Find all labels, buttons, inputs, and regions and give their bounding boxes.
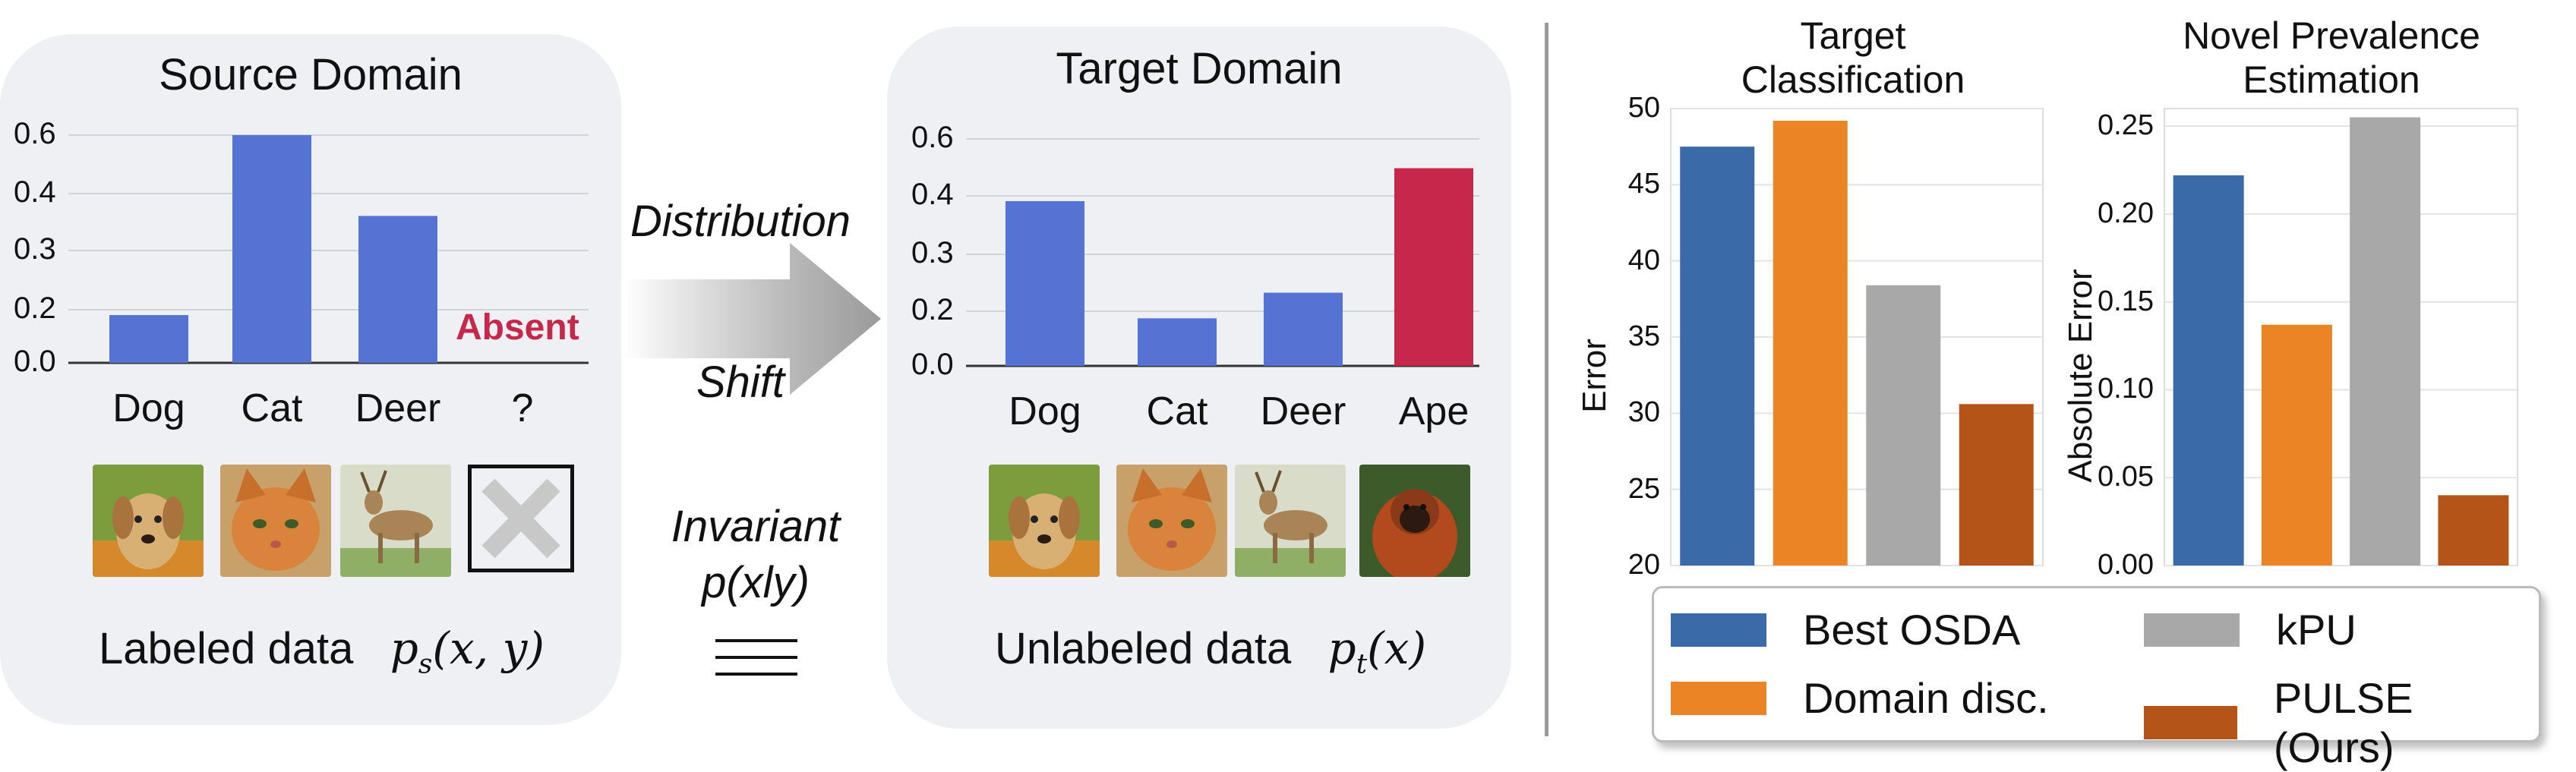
shift-arrow-icon <box>623 243 881 395</box>
bar-domain-disc- <box>2261 324 2332 566</box>
bar-deer <box>358 216 437 363</box>
dog-photo-icon <box>93 465 204 577</box>
y-tick-label: 0.20 <box>2098 197 2154 229</box>
source-domain-title: Source Domain <box>159 50 462 99</box>
y-tick-label: 0.6 <box>911 121 954 154</box>
category-label: ? <box>511 386 534 430</box>
legend-item-pulse: PULSE (Ours) <box>2144 673 2539 772</box>
y-tick-label: 50 <box>1627 92 1660 124</box>
legend-swatch <box>1671 613 1766 647</box>
chart1-title-line2: Classification <box>1741 58 1965 101</box>
y-tick-label: 0.4 <box>911 178 954 211</box>
invariant-label-line1: Invariant <box>671 502 841 551</box>
deer-photo-icon <box>1235 465 1346 577</box>
y-tick-label: 0.0 <box>14 345 56 378</box>
target-bar-chart <box>966 138 1479 367</box>
legend-item-kpu: kPU <box>2144 605 2357 654</box>
legend-label: Best OSDA <box>1803 606 2021 654</box>
dog-photo-icon <box>989 465 1100 577</box>
y-tick-label: 0.4 <box>14 175 56 209</box>
bar-cat <box>1138 318 1217 366</box>
y-tick-label: 35 <box>1627 320 1660 352</box>
absent-label: Absent <box>456 307 579 348</box>
legend-swatch <box>1671 681 1766 715</box>
y-tick-label: 0.0 <box>911 348 954 381</box>
absent-cross-icon <box>468 465 574 572</box>
chart1-title-line1: Target <box>1800 14 1906 57</box>
legend-label: Domain disc. <box>1803 674 2049 722</box>
y-tick-label: 0.05 <box>2098 461 2154 493</box>
y-tick-label: 0.6 <box>14 117 56 150</box>
y-tick-label: 0.3 <box>14 232 56 266</box>
bar-kpu <box>2350 117 2421 566</box>
category-label: Ape <box>1398 389 1470 433</box>
category-label: Dog <box>1009 389 1081 433</box>
source-math-p: p <box>390 622 418 674</box>
y-tick-label: 40 <box>1627 244 1660 276</box>
category-label: Dog <box>112 386 185 430</box>
bar-pulse-ours- <box>1959 404 2034 566</box>
source-bar-chart <box>68 134 589 364</box>
bar-dog <box>109 315 188 363</box>
y-tick-label: 0.00 <box>2098 549 2154 581</box>
target-domain-title: Target Domain <box>1056 44 1343 93</box>
legend-item-best-osda: Best OSDA <box>1671 605 2020 654</box>
chart2-title-line2: Estimation <box>2243 58 2420 101</box>
ape-photo-icon <box>1359 465 1470 577</box>
bar-kpu <box>1866 285 1941 566</box>
target-domain-panel: Target Domain <box>887 27 1511 729</box>
category-label: Deer <box>355 386 441 430</box>
shift-label-line1: Distribution <box>630 197 851 246</box>
bar-domain-disc- <box>1773 121 1848 566</box>
y-tick-label: 0.25 <box>2098 109 2154 142</box>
legend-label: kPU <box>2276 606 2357 654</box>
category-label: Cat <box>1146 389 1208 433</box>
y-tick-label: 0.2 <box>911 293 954 326</box>
chart-legend: Best OSDA kPU Domain disc. PULSE (Ours) <box>1652 586 2541 771</box>
error-bar-charts <box>1670 108 2518 566</box>
target-caption: Unlabeled data pt(x) <box>995 622 1426 680</box>
chart2-title-line1: Novel Prevalence <box>2183 14 2480 57</box>
unlabeled-data-text: Unlabeled data <box>995 624 1292 673</box>
shift-label-line2: Shift <box>696 358 785 407</box>
equivalence-icon <box>715 639 797 676</box>
y-tick-label: 20 <box>1627 549 1660 581</box>
source-math-sub: s <box>418 648 433 680</box>
target-math-args: (x) <box>1367 622 1427 674</box>
bar-cat <box>232 135 311 363</box>
legend-label: PULSE (Ours) <box>2273 674 2413 771</box>
labeled-data-text: Labeled data <box>99 624 354 673</box>
legend-swatch <box>2144 706 2237 739</box>
y-tick-label: 25 <box>1627 472 1660 505</box>
y-tick-label: 0.15 <box>2098 285 2154 317</box>
bar-dog <box>1005 200 1084 366</box>
bar-ape <box>1394 168 1473 367</box>
category-label: Deer <box>1260 389 1346 433</box>
bar-best-osda <box>2173 175 2244 566</box>
y-tick-label: 45 <box>1627 168 1660 200</box>
target-math-p: p <box>1327 622 1356 674</box>
cat-photo-icon <box>220 465 331 577</box>
category-label: Cat <box>241 386 303 430</box>
source-math-args: (x, y) <box>432 622 545 674</box>
invariant-label-line2: p(xly) <box>702 558 810 607</box>
bar-deer <box>1264 292 1343 366</box>
legend-item-domain-disc: Domain disc. <box>1671 673 2049 723</box>
target-math-sub: t <box>1356 648 1368 680</box>
legend-swatch <box>2144 613 2240 647</box>
cat-photo-icon <box>1116 465 1227 577</box>
bar-pulse-ours- <box>2438 495 2509 566</box>
y-tick-label: 0.3 <box>911 236 954 269</box>
y-tick-label: 0.2 <box>14 291 56 325</box>
deer-photo-icon <box>340 465 451 577</box>
source-caption: Labeled data ps(x, y) <box>99 622 545 680</box>
vertical-divider <box>1545 23 1548 736</box>
bar-best-osda <box>1680 147 1755 566</box>
y-tick-label: 0.10 <box>2098 373 2154 405</box>
y-tick-label: 30 <box>1627 396 1660 429</box>
